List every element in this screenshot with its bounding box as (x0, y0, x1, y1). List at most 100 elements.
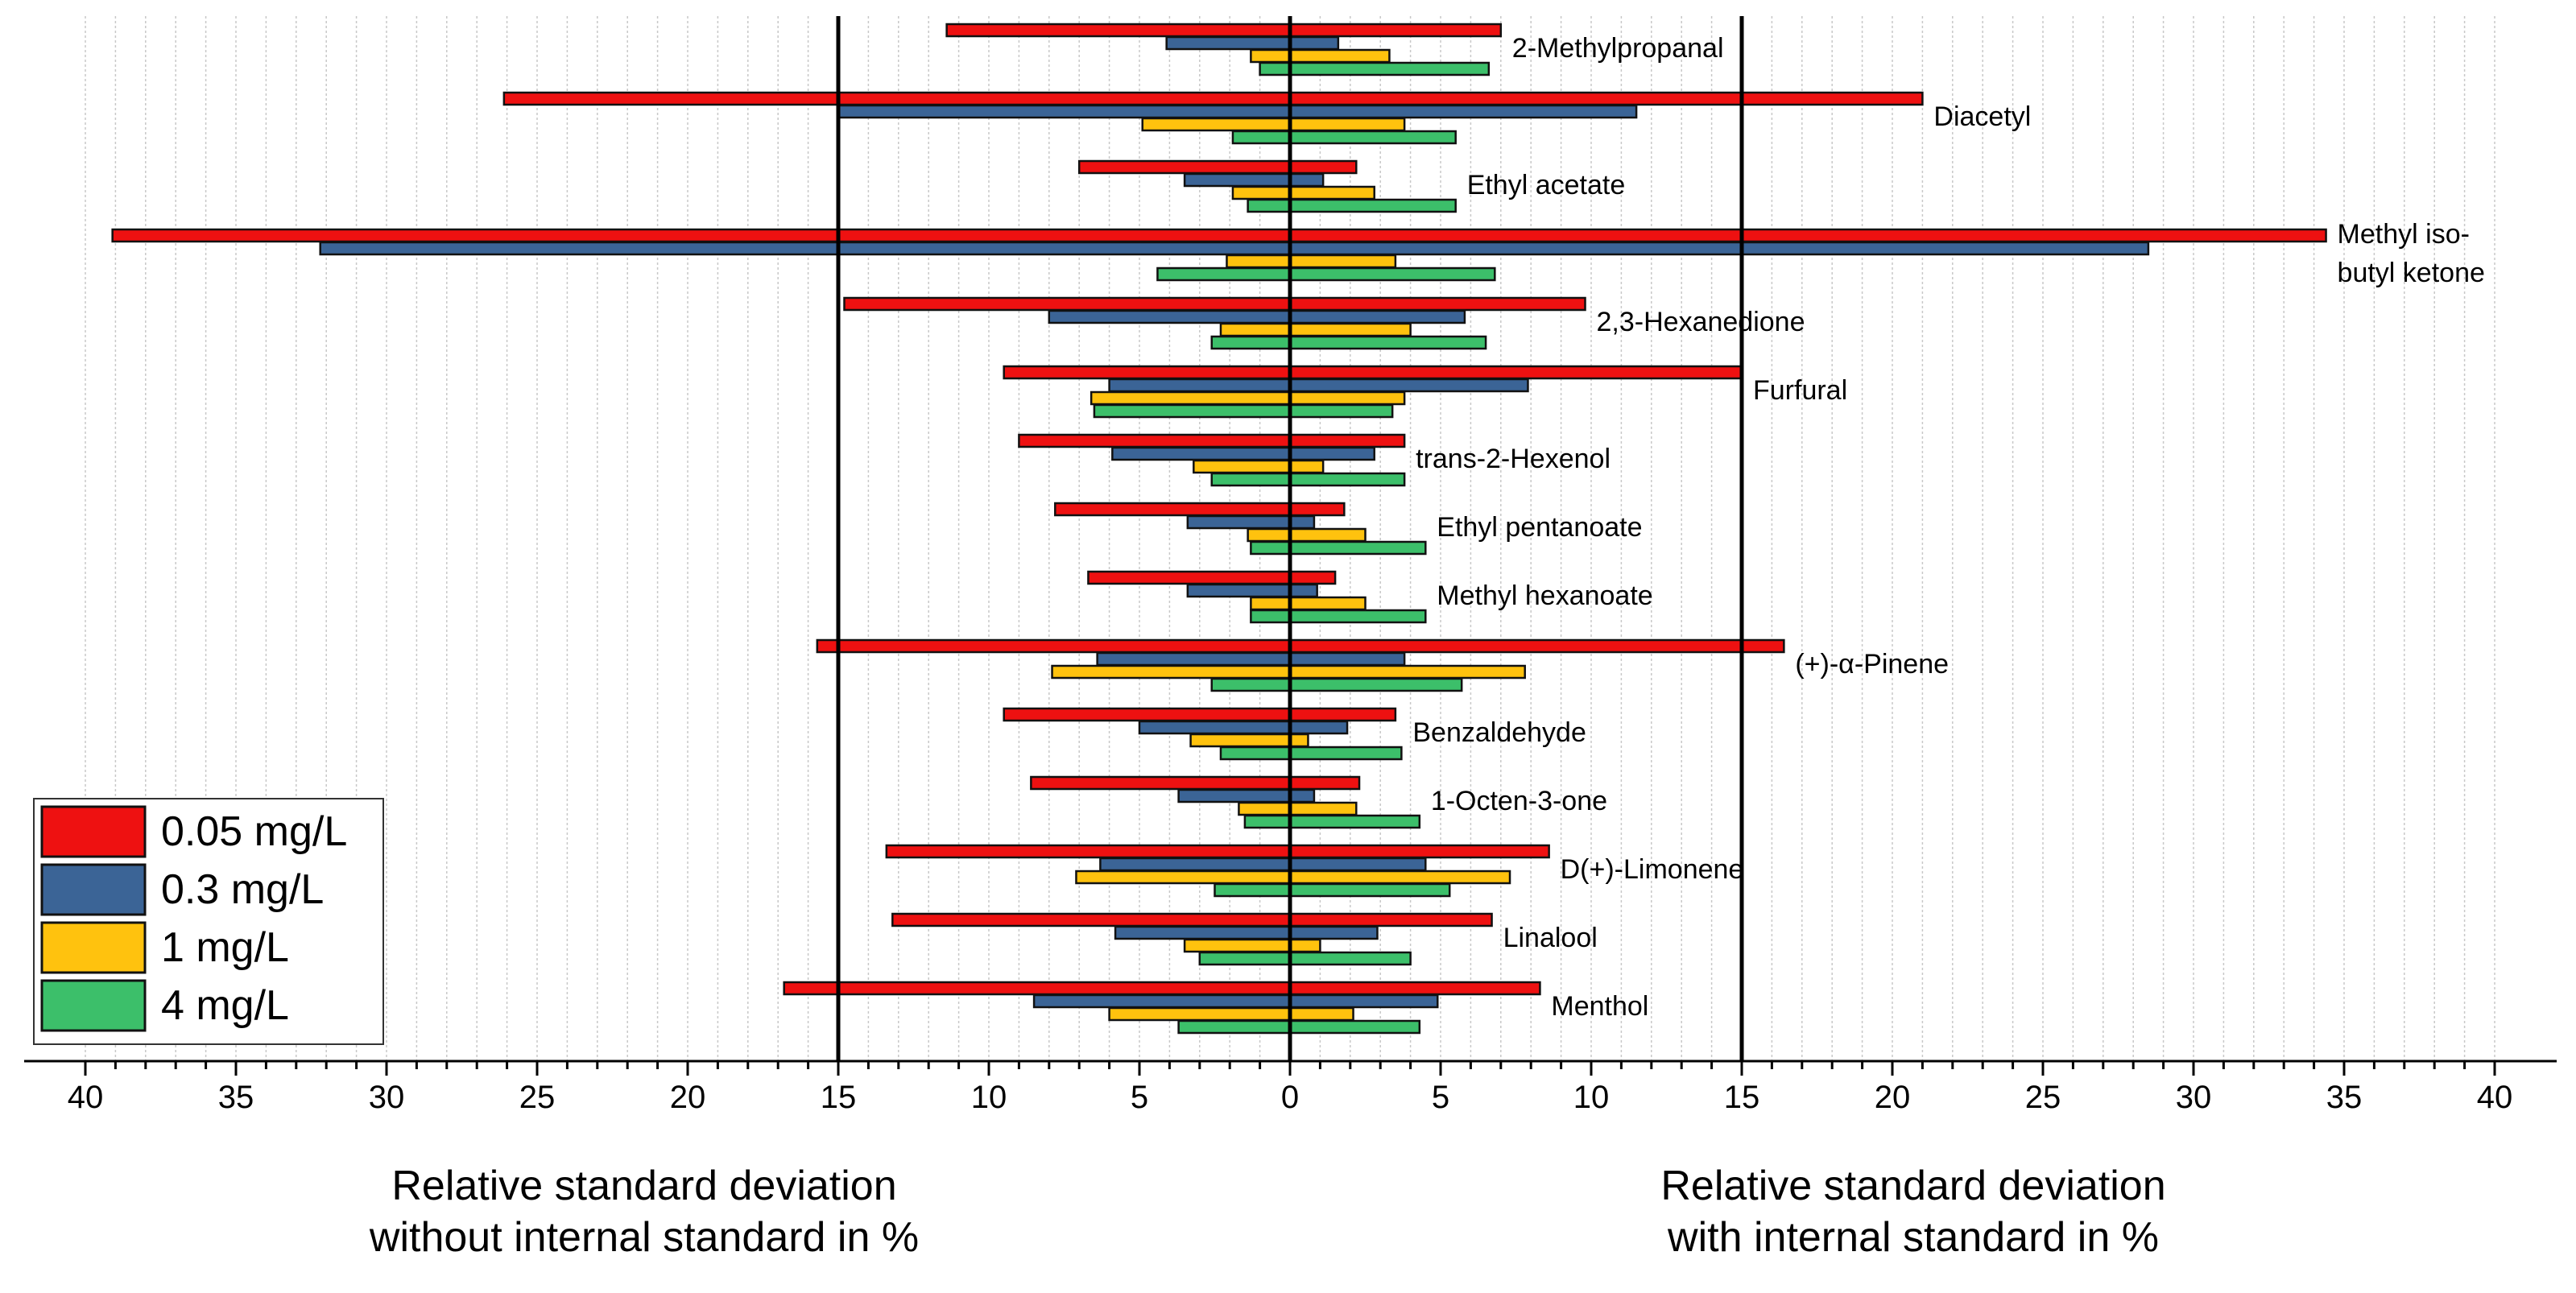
bar (1243, 814, 1421, 829)
compound-label: (+)-α-Pinene (1795, 649, 1949, 680)
bar (1247, 527, 1367, 543)
bar (1177, 1019, 1421, 1035)
x-axis-title-right: Relative standard deviation (1660, 1163, 2165, 1209)
bar (1054, 502, 1346, 517)
compound-label: Menthol (1551, 991, 1648, 1022)
bar (843, 296, 1586, 312)
bar (1114, 925, 1379, 940)
legend: 0.05 mg/L 0.3 mg/L 1 mg/L 4 mg/L (33, 798, 384, 1045)
tick-label: 5 (1432, 1080, 1449, 1115)
bar (1096, 651, 1406, 667)
tick-label: 35 (2326, 1080, 2363, 1115)
compound-label: Ethyl pentanoate (1437, 512, 1642, 543)
bar-series (111, 23, 2327, 1035)
bar (1250, 540, 1427, 556)
compound-label: butyl ketone (2338, 258, 2485, 288)
bar (1075, 870, 1511, 885)
bar (816, 638, 1785, 654)
tick-label: 30 (369, 1080, 405, 1115)
bar (1177, 788, 1316, 803)
bar (1250, 48, 1391, 64)
tick-label: 0 (1281, 1080, 1299, 1115)
legend-swatch (40, 863, 147, 916)
bar (1198, 951, 1412, 966)
tick-label: 40 (68, 1080, 104, 1115)
reference-lines (836, 16, 1744, 1061)
tick-label: 25 (519, 1080, 556, 1115)
legend-swatch (40, 805, 147, 858)
bar (1156, 266, 1496, 282)
x-axis-title-left: without internal standard in % (369, 1214, 919, 1261)
bar (111, 228, 2327, 243)
bar (319, 241, 2150, 256)
bar (1186, 514, 1316, 530)
compound-label: Benzaldehyde (1412, 717, 1586, 748)
tick-label: 20 (670, 1080, 706, 1115)
compound-label: Methyl iso- (2338, 219, 2470, 250)
bar (1250, 596, 1367, 611)
bar (945, 23, 1503, 38)
bar (1247, 198, 1457, 213)
bar (1210, 472, 1406, 487)
bar (891, 912, 1493, 927)
bar (1018, 433, 1406, 448)
bar (1111, 446, 1375, 461)
bar (885, 844, 1550, 859)
legend-label: 0.3 mg/L (161, 866, 324, 913)
legend-label: 1 mg/L (161, 924, 289, 971)
bar (1099, 857, 1427, 872)
bar (1183, 938, 1321, 953)
legend-swatch (40, 979, 147, 1032)
bar (1138, 720, 1349, 735)
bar (1186, 583, 1318, 598)
bar (1003, 707, 1397, 722)
compound-label: Ethyl acetate (1467, 170, 1626, 200)
bar (1231, 130, 1457, 145)
bar (1238, 801, 1358, 816)
bar (1032, 994, 1439, 1009)
bar (1183, 172, 1325, 188)
compound-label: Methyl hexanoate (1437, 580, 1652, 611)
bar (1090, 390, 1406, 406)
bar (1087, 570, 1337, 585)
compound-label: Furfural (1753, 375, 1847, 406)
bar (837, 104, 1638, 119)
compound-label: 1-Octen-3-one (1431, 786, 1607, 816)
tick-label: 15 (821, 1080, 857, 1115)
bar (1003, 365, 1743, 380)
compound-labels: 2-Methylpropanal Diacetyl Ethyl acetate Met… (1412, 33, 2485, 1022)
bar (1210, 677, 1463, 692)
bar (1219, 322, 1412, 337)
bar (1108, 378, 1529, 393)
axis-titles: Relative standard deviation without inter… (369, 1163, 2166, 1261)
bar (1219, 746, 1403, 761)
bar (1259, 61, 1491, 76)
x-axis-title-right: with internal standard in % (1667, 1214, 2159, 1261)
bar (1048, 309, 1466, 324)
compound-label: D(+)-Limonene (1561, 854, 1744, 885)
bar (1226, 254, 1397, 269)
bar (1193, 459, 1325, 474)
bar (1108, 1006, 1354, 1022)
tick-label: 25 (2025, 1080, 2061, 1115)
bar (1165, 35, 1340, 51)
tick-label: 30 (2176, 1080, 2212, 1115)
compound-label: trans-2-Hexenol (1416, 444, 1611, 474)
bar (1030, 775, 1361, 791)
bar (1214, 882, 1451, 898)
tick-label: 10 (971, 1080, 1007, 1115)
bar (1077, 159, 1358, 175)
compound-label: 2-Methylpropanal (1512, 33, 1724, 64)
legend-label: 0.05 mg/L (161, 808, 347, 855)
bar (1141, 117, 1406, 132)
x-axis: 40 35 30 25 20 15 10 5 0 5 10 15 20 25 30 35 40 (24, 1060, 2557, 1115)
bar (1210, 335, 1487, 350)
bar (1250, 609, 1427, 624)
tick-label: 20 (1875, 1080, 1911, 1115)
tick-label: 40 (2477, 1080, 2513, 1115)
tick-label: 5 (1131, 1080, 1148, 1115)
bar (502, 91, 1924, 106)
compound-label: Linalool (1503, 923, 1598, 953)
legend-swatch (40, 921, 147, 974)
